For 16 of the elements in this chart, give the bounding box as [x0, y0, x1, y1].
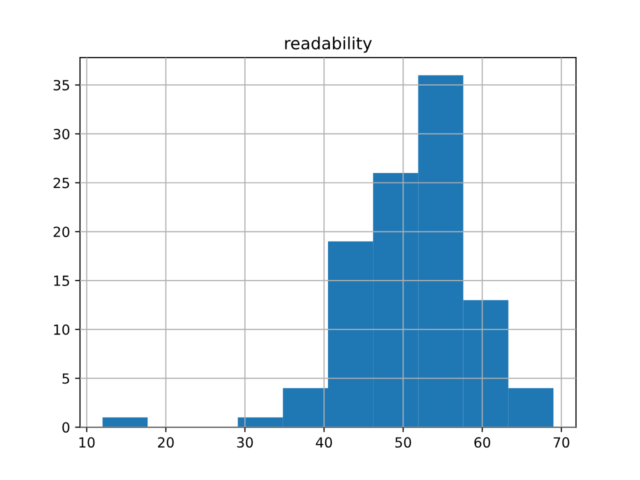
y-tick-label: 0	[62, 422, 70, 433]
y-tick-label: 15	[54, 276, 70, 286]
chart-title: readability	[285, 36, 372, 53]
x-tick-label: 10	[79, 437, 95, 448]
x-tick-label: 20	[158, 437, 174, 448]
y-tick-label: 35	[54, 80, 70, 90]
y-tick-label: 30	[54, 128, 70, 140]
x-tick-label: 40	[316, 437, 332, 448]
y-tick-label: 20	[54, 226, 70, 238]
x-tick-label: 30	[237, 437, 253, 448]
y-tick-label: 5	[62, 373, 70, 384]
x-tick-label: 70	[554, 437, 570, 448]
x-tick-label: 60	[474, 437, 490, 448]
y-tick-label: 10	[54, 324, 70, 335]
y-tick-label: 25	[54, 178, 70, 188]
x-tick-label: 50	[395, 437, 412, 448]
